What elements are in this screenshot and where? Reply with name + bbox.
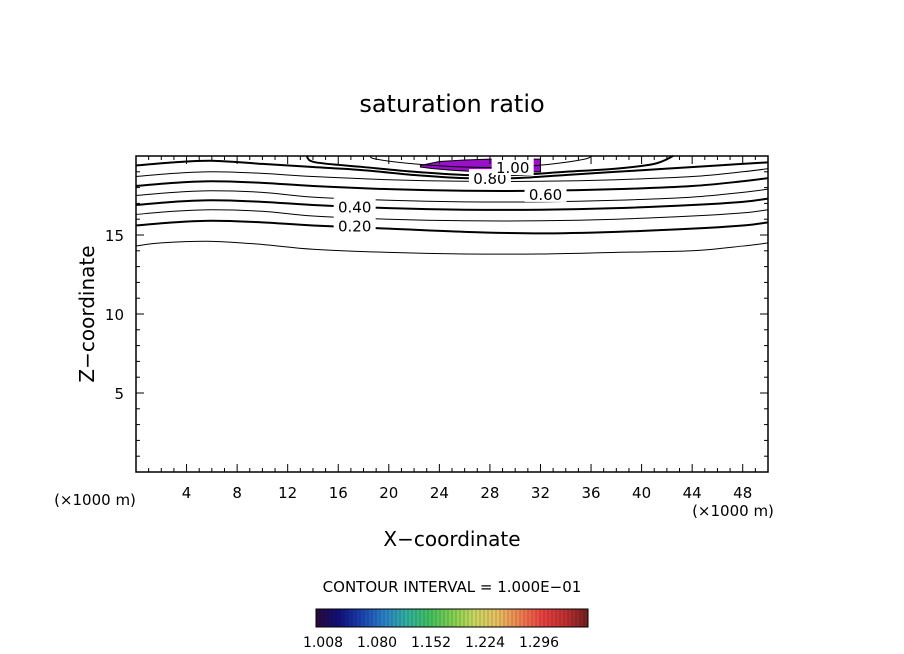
x-tick-label: 4	[182, 484, 192, 502]
colorbar-tick-label: 1.080	[357, 635, 397, 651]
y-unit-label: (×1000 m)	[54, 491, 136, 509]
plot-area: 0.200.400.600.801.00	[135, 155, 769, 473]
contour-label: 1.00	[496, 159, 529, 177]
contour-line-1	[135, 219, 769, 235]
contour-label: 0.40	[338, 199, 371, 217]
x-axis-label: X−coordinate	[383, 527, 520, 551]
x-tick-label: 36	[581, 484, 600, 502]
contour-line-3	[135, 197, 769, 211]
x-tick-label: 28	[480, 484, 499, 502]
y-tick-label: 10	[105, 306, 124, 324]
colorbar-tick-label: 1.296	[519, 635, 559, 651]
contour-line-4	[135, 188, 769, 203]
contour-line-2	[135, 209, 769, 222]
contour-interval-label: CONTOUR INTERVAL = 1.000E−01	[323, 578, 582, 596]
contour-labels: 0.200.400.600.801.00	[333, 158, 567, 236]
x-tick-label: 44	[683, 484, 702, 502]
x-tick-label: 48	[733, 484, 752, 502]
chart-title: saturation ratio	[359, 90, 544, 118]
contour-label: 0.20	[338, 218, 371, 236]
x-tick-label: 16	[329, 484, 348, 502]
contour-label: 0.60	[529, 186, 562, 204]
contour-label-bg	[524, 184, 567, 202]
y-tick-label: 15	[105, 227, 124, 245]
x-unit-label: (×1000 m)	[692, 502, 774, 520]
y-axis-label: Z−coordinate	[75, 245, 99, 382]
plot-frame	[135, 155, 769, 473]
contour-line-9	[369, 155, 592, 168]
x-tick-label: 40	[632, 484, 651, 502]
x-tick-label: 24	[430, 484, 449, 502]
y-tick-label: 5	[114, 385, 124, 403]
colorbar-tick-label: 1.224	[465, 635, 505, 651]
colorbar-tick-label: 1.152	[411, 635, 451, 651]
x-tick-label: 8	[232, 484, 242, 502]
contour-label-bg	[333, 197, 376, 215]
colorbar-tick-label: 1.008	[303, 635, 343, 651]
contour-line-0	[135, 240, 769, 255]
x-tick-label: 12	[278, 484, 297, 502]
contour-line-6	[135, 168, 769, 182]
x-tick-label: 32	[531, 484, 550, 502]
contour-line-5	[135, 177, 769, 192]
contour-label-bg	[333, 216, 376, 234]
axis-ticks	[136, 156, 768, 472]
colorbar-tick-labels: 1.008 1.080 1.152 1.224 1.296	[303, 635, 559, 651]
x-tick-labels: 4 8 12 16 20 24 28 32 36 40 44 48	[182, 484, 752, 502]
contour-line-7	[135, 159, 769, 180]
contour-lines	[135, 155, 769, 255]
contour-label-bg	[491, 158, 534, 176]
colorbar-gradient	[315, 608, 589, 628]
y-tick-labels: 5 10 15	[105, 227, 124, 403]
colorbar	[315, 608, 589, 628]
x-tick-label: 20	[379, 484, 398, 502]
